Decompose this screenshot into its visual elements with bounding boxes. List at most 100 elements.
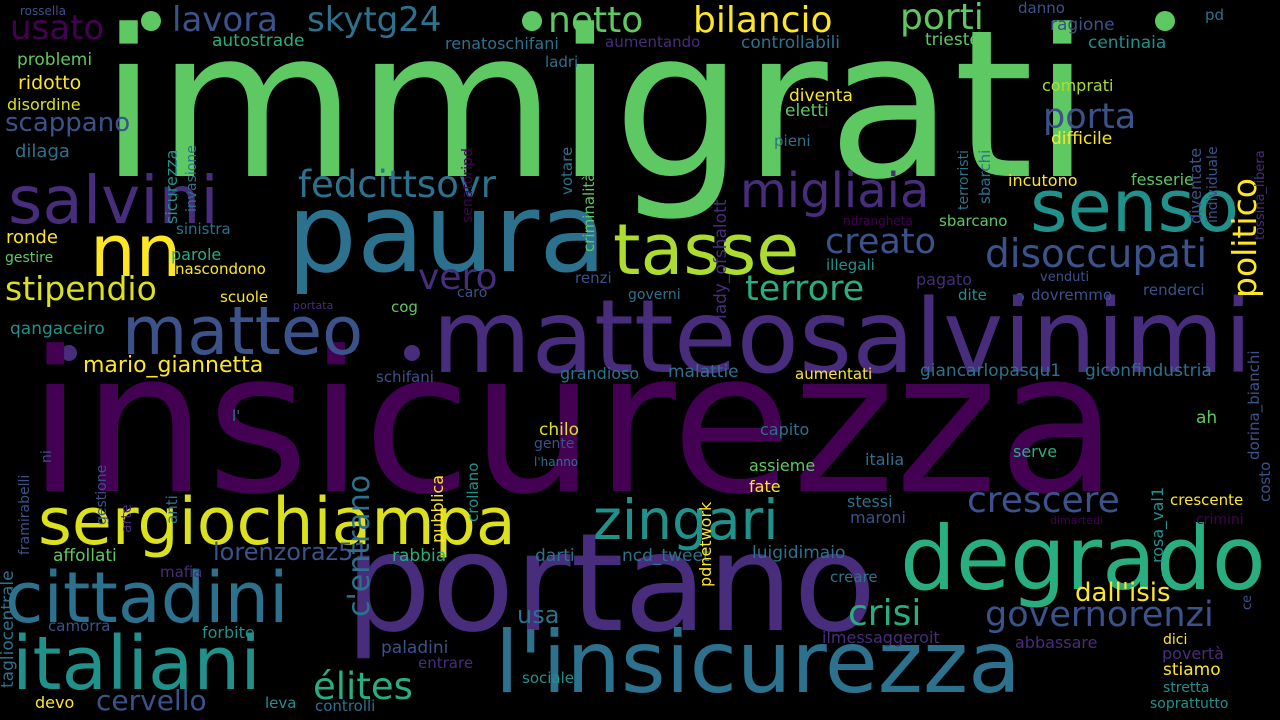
word-assieme: assieme [749,456,816,475]
word-pubblica: pubblica [428,474,447,543]
word-anti: anti [163,495,181,524]
word-malattie: malattie [668,362,739,382]
word-disoccupati: disoccupati [985,232,1208,277]
word-sergiochiampa: sergiochiampa [38,485,516,560]
word-capito: capito [760,420,810,439]
word-autostrade: autostrade [212,31,305,51]
word-nn: nn [90,209,182,293]
word-dovremmo: dovremmo [1031,286,1113,304]
word-ilmessaggeroit: ilmessaggeroit [822,628,940,647]
word-pagato: pagato [916,270,972,289]
word-trieste: trieste [925,30,980,50]
word-portano: portano [345,505,877,663]
word-mafia: mafia [160,563,203,581]
word-gestione: gestione [94,464,110,525]
word-renderci: renderci [1143,281,1205,299]
word-poverta: povertà [1162,644,1224,663]
word-arte: arte [119,504,135,533]
word-crescente: crescente [1170,491,1244,509]
word-skytg24: skytg24 [307,0,442,40]
word-italiani: italiani [12,621,261,707]
word-usato: usato [10,8,105,48]
word-governi: governi [628,287,681,303]
word-porta: porta [1043,97,1137,137]
word-dite: dite [958,286,987,304]
word-ragione: ragione [1050,15,1115,35]
word-pd: pd [1205,6,1225,24]
word-abbassare: abbassare [1015,633,1098,652]
word-ni: ni [39,450,55,463]
word-elites: élites [313,665,413,708]
dot-mark [404,345,420,361]
word-chilo: chilo [539,420,579,440]
word-cervello: cervello [96,684,207,717]
dot-mark [61,345,77,361]
word-difficile: difficile [1051,129,1113,149]
word-terrore: terrore [745,269,865,309]
word-cittadini: cittadini [5,557,289,639]
word-senso: senso [1030,164,1240,248]
word-darti: darti [535,546,575,566]
word-crollano: crollano [464,462,482,522]
word-ncd-tweet: ncd_tweet [622,546,710,566]
word-dall-isis: dall'isis [1075,578,1171,608]
word-giconfindustria: giconfindustria [1085,361,1212,381]
word-criminalita: criminalità [580,172,598,252]
word-italia: italia [865,450,905,469]
word-gente: gente [534,436,575,452]
word-senatoripd: senatoripd [460,148,476,223]
word-leva: leva [265,694,297,712]
word-soprattutto: soprattutto [1150,696,1229,712]
word-disordine: disordine [7,95,81,114]
word-paladini: paladini [381,638,449,658]
word-governorenzi: governorenzi [985,595,1214,635]
word-crimini: crimini [1196,512,1244,528]
word-paura: paura [287,169,607,297]
word-nascondono: nascondono [175,260,266,278]
word-serve: serve [1013,442,1058,461]
word-aumentando: aumentando [605,33,701,51]
word-fate: fate [749,477,781,496]
word-eletti: eletti [785,101,829,121]
word-controllabili: controllabili [741,33,841,53]
word-maroni: maroni [850,508,906,527]
word-usa: usa [517,601,560,629]
word-framirabelli: framirabelli [17,474,33,555]
word-caro: caro [457,285,488,301]
word-qangaceiro: qangaceiro [10,319,105,339]
word-cog: cog [391,298,418,316]
word-problemi: problemi [17,50,93,70]
word-dimartedi: dimartedi [1050,514,1104,527]
word-matteosalvinimi: matteosalvinimi [432,278,1253,397]
word-c-entrano: c'entrano [342,474,377,617]
word-diventa: diventa [789,86,853,106]
word-rabbia: rabbia [392,546,447,566]
word-dilaga: dilaga [15,141,70,162]
word-tasse: tasse [613,209,800,291]
word-crescere: crescere [967,480,1120,521]
word-vero: vero [418,257,498,298]
word-affollati: affollati [53,546,117,566]
word-votare: votare [558,146,576,195]
word-ronde: ronde [6,227,58,248]
word-ce: ce [1240,594,1255,610]
word-danno: danno [1018,0,1065,17]
word-grandioso: grandioso [560,364,640,383]
word-incutono: incutono [1008,171,1078,190]
word-devo: devo [35,693,75,712]
word-l-hanno: l'hanno [534,455,579,469]
word-comprati: comprati [1042,76,1114,95]
word-fesserie: fesserie [1131,170,1194,189]
word-sinistra: sinistra [176,220,231,238]
word-diventate: diventate [1186,147,1205,224]
word-ridotto: ridotto [18,72,82,94]
word-gestire: gestire [5,250,54,266]
word-aumentati: aumentati [795,365,873,383]
word-pieni: pieni [774,132,811,150]
word-lorenzoraz51: lorenzoraz51 [213,538,369,566]
word-venduti: venduti [1040,270,1090,285]
word-ah: ah [1196,408,1218,428]
word-lady-ofshalott: lady_ofshalott [711,199,731,319]
word-tagliocentrale: tagliocentrale [0,570,18,688]
